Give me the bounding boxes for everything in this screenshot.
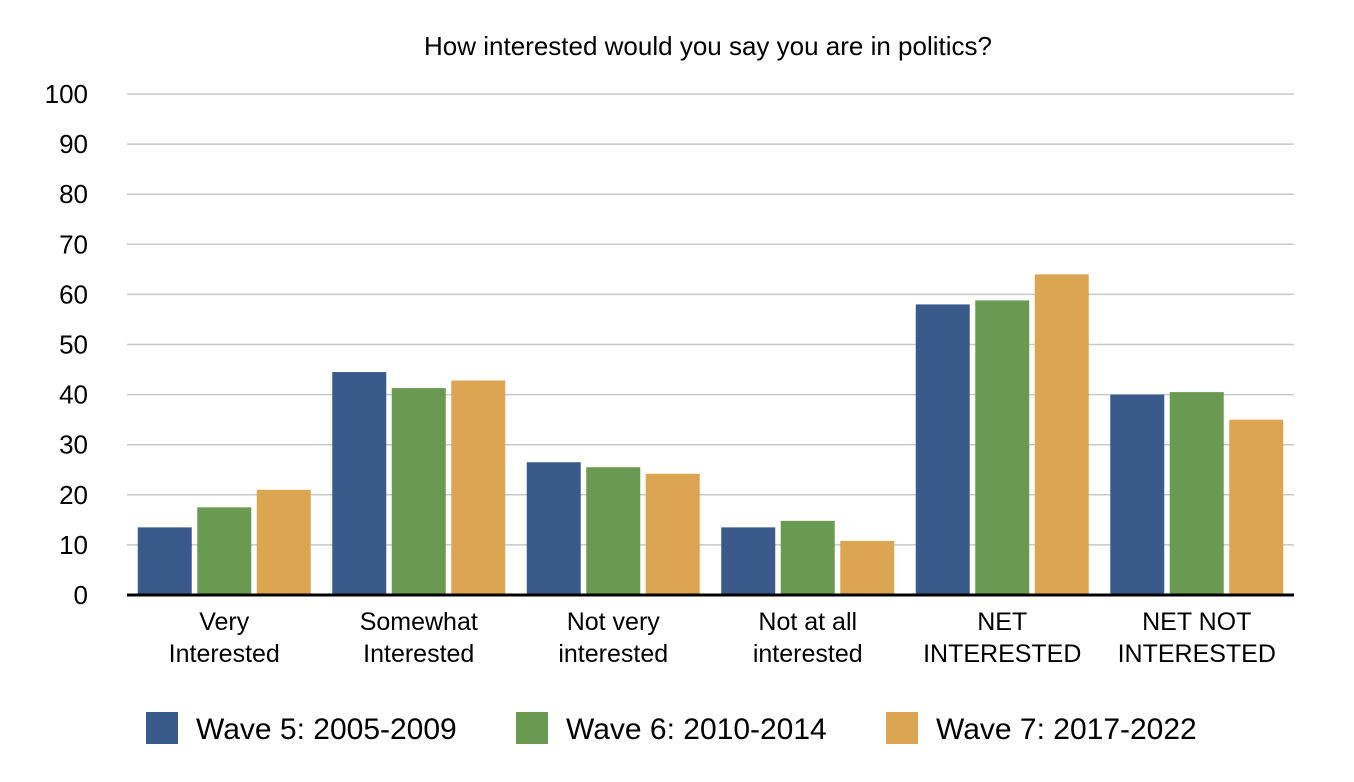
legend-label: Wave 5: 2005-2009 xyxy=(196,713,457,746)
x-category-label: interested xyxy=(558,640,668,668)
bar-2-4 xyxy=(780,520,835,595)
bar-1-2 xyxy=(332,372,387,595)
y-tick-label: 0 xyxy=(74,580,88,610)
legend-item: Wave 6: 2010-2014 xyxy=(516,712,827,746)
chart-title: How interested would you say you are in … xyxy=(424,31,992,61)
bar-2-2 xyxy=(391,388,446,595)
bar-1-6 xyxy=(1110,394,1165,595)
y-tick-label: 20 xyxy=(59,480,88,510)
bar-1-3 xyxy=(526,462,581,595)
x-category-label: NET NOT xyxy=(1142,608,1251,636)
bar-3-2 xyxy=(451,380,506,595)
bar-3-6 xyxy=(1229,419,1284,595)
legend-swatch xyxy=(146,712,178,744)
x-category-label: Interested xyxy=(363,640,474,668)
x-category-label: INTERESTED xyxy=(923,640,1081,668)
legend: Wave 5: 2005-2009 Wave 6: 2010-2014 Wave 7… xyxy=(146,712,1197,746)
x-category-label: NET xyxy=(977,608,1027,636)
bar-1-1 xyxy=(137,527,192,595)
x-category-label: INTERESTED xyxy=(1118,640,1276,668)
x-category-label: Somewhat xyxy=(360,608,478,636)
y-tick-label: 70 xyxy=(59,229,88,259)
bar-3-1 xyxy=(256,489,311,595)
bar-2-5 xyxy=(975,300,1030,595)
y-tick-label: 100 xyxy=(45,79,88,109)
y-tick-label: 50 xyxy=(59,330,88,360)
bar-3-5 xyxy=(1034,274,1089,595)
legend-item: Wave 5: 2005-2009 xyxy=(146,712,457,746)
y-tick-label: 80 xyxy=(59,179,88,209)
legend-swatch xyxy=(516,712,548,744)
bar-2-6 xyxy=(1169,392,1224,595)
legend-label: Wave 6: 2010-2014 xyxy=(566,713,827,746)
y-tick-label: 30 xyxy=(59,430,88,460)
bar-2-1 xyxy=(197,507,252,595)
x-category-label: Interested xyxy=(169,640,280,668)
x-category-label: Very xyxy=(199,608,250,636)
legend-swatch xyxy=(886,712,918,744)
bar-3-3 xyxy=(645,473,700,595)
y-tick-label: 90 xyxy=(59,129,88,159)
bar-2-3 xyxy=(586,467,641,595)
bar-1-4 xyxy=(721,527,776,595)
legend-item: Wave 7: 2017-2022 xyxy=(886,712,1197,746)
y-tick-label: 10 xyxy=(59,530,88,560)
x-category-label: interested xyxy=(753,640,863,668)
y-axis-ticks: 0 10 20 30 40 50 60 70 80 90 100 xyxy=(45,79,88,610)
y-tick-label: 60 xyxy=(59,279,88,309)
x-axis-categories: Very Interested Somewhat Interested Not very… xyxy=(169,608,1276,668)
gridlines xyxy=(127,93,1294,546)
x-category-label: Not at all xyxy=(758,608,857,636)
legend-label: Wave 7: 2017-2022 xyxy=(936,713,1197,746)
y-tick-label: 40 xyxy=(59,380,88,410)
bar-3-4 xyxy=(840,540,895,595)
bar-1-5 xyxy=(915,304,970,595)
bars xyxy=(137,274,1284,595)
x-category-label: Not very xyxy=(567,608,661,636)
